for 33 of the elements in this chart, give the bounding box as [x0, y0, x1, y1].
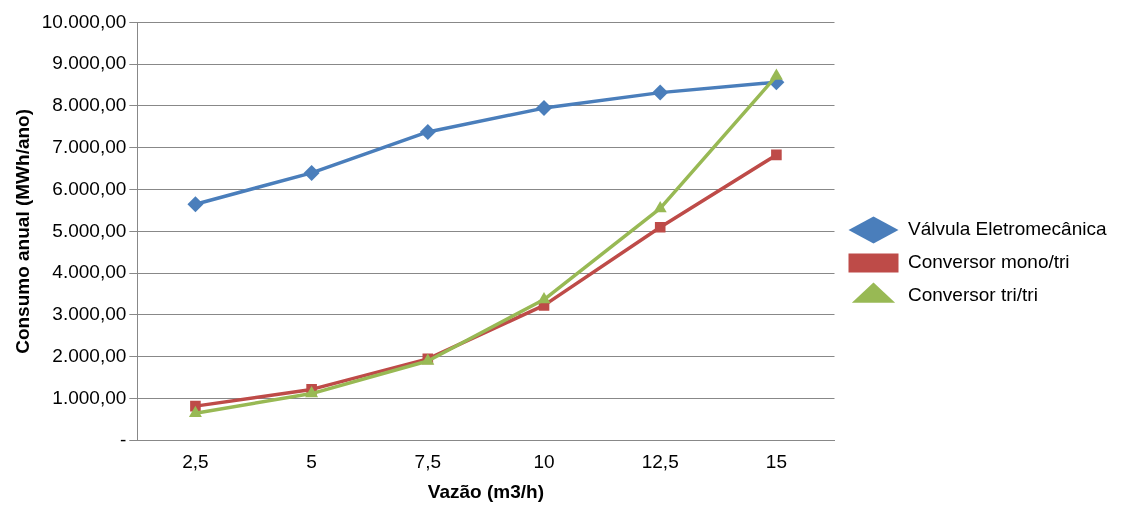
point: [771, 149, 782, 161]
y-tick-label: 4.000,00: [52, 261, 127, 283]
point: [769, 68, 783, 80]
legend-label: Conversor tri/tri: [908, 284, 1038, 306]
y-tick-label: 10.000,00: [41, 10, 127, 32]
y-tick-label: 5.000,00: [52, 219, 127, 241]
y-tick-label: 6.000,00: [52, 177, 127, 199]
point: [652, 84, 669, 101]
x-tick-label: 10: [533, 451, 555, 473]
x-tick-label: 12,5: [641, 451, 679, 473]
y-tick-label: 8.000,00: [52, 94, 127, 116]
x-axis-title: Vazão (m3/h): [427, 480, 544, 502]
x-tick-label: 15: [765, 451, 787, 473]
y-tick-label: 7.000,00: [52, 136, 127, 158]
y-tick-label: -: [120, 428, 127, 450]
point: [188, 405, 202, 417]
point: [419, 123, 436, 140]
point: [536, 100, 553, 117]
legend-label: Válvula Eletromecânica: [908, 218, 1107, 240]
y-tick-label: 9.000,00: [52, 52, 127, 74]
legend-label: Conversor mono/tri: [908, 251, 1070, 273]
point: [187, 196, 204, 213]
y-tick-label: 3.000,00: [52, 303, 127, 325]
point: [654, 221, 666, 233]
x-tick-label: 7,5: [414, 451, 442, 473]
point: [303, 164, 320, 181]
y-tick-label: 2.000,00: [52, 345, 127, 367]
y-axis-title: Consumo anual (MWh/ano): [11, 108, 33, 354]
y-tick-label: 1.000,00: [52, 386, 127, 408]
point: [653, 200, 667, 213]
x-tick-label: 2,5: [182, 451, 209, 473]
x-tick-label: 5: [306, 451, 317, 473]
point: [537, 292, 551, 304]
